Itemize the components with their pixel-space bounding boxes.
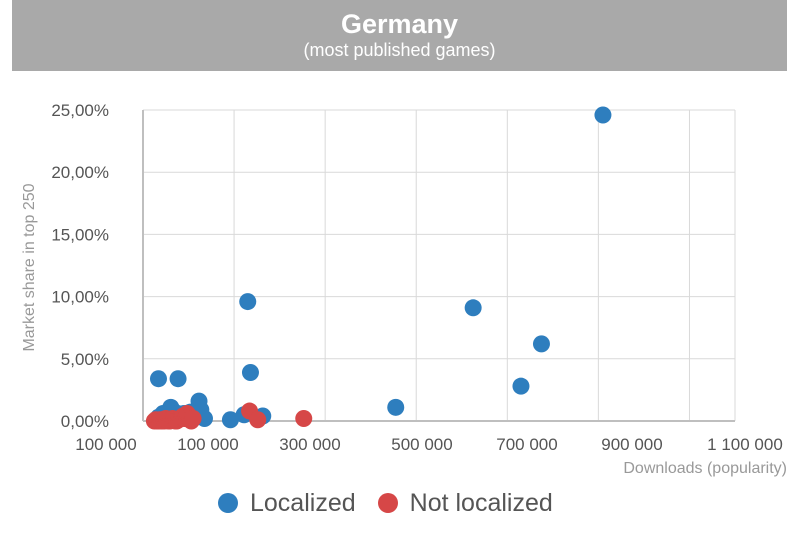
- legend: Localized Not localized: [218, 485, 575, 521]
- x-tick-label: 100 000: [177, 435, 238, 454]
- point-not-localized: [184, 410, 202, 428]
- legend-swatch-not-localized: [377, 493, 398, 513]
- y-tick-label: 15,00%: [51, 225, 109, 244]
- x-axis-title: Downloads (popularity): [623, 460, 787, 477]
- y-tick-label: 5,00%: [61, 350, 109, 369]
- point-localized: [169, 370, 187, 388]
- x-tick-label: 300 000: [279, 435, 340, 454]
- point-localized: [221, 411, 239, 429]
- point-localized: [532, 335, 550, 353]
- legend-label-not-localized: Not localized: [409, 488, 553, 517]
- point-localized: [464, 299, 482, 317]
- legend-item-not-localized: Not localized: [377, 488, 553, 518]
- x-tick-label: 1 100 000: [707, 435, 783, 454]
- y-tick-label: 0,00%: [61, 412, 109, 431]
- y-tick-label: 10,00%: [51, 288, 109, 307]
- chart-title-banner: Germany (most published games): [12, 0, 787, 71]
- point-localized: [149, 370, 167, 388]
- legend-label-localized: Localized: [250, 488, 356, 517]
- y-axis-title: Market share in top 250: [21, 183, 38, 351]
- chart-subtitle: (most published games): [303, 40, 496, 60]
- legend-item-localized: Localized: [218, 489, 356, 518]
- y-tick-label: 20,00%: [51, 163, 109, 182]
- point-not-localized: [249, 411, 267, 429]
- point-not-localized: [295, 410, 313, 428]
- x-tick-label: 100 000: [75, 435, 136, 454]
- x-tick-label: 700 000: [496, 435, 557, 454]
- grid-lines: [143, 109, 736, 422]
- axes: 0,00% 5,00% 10,00% 15,00% 20,00% 25,00% 100 00…: [21, 101, 787, 477]
- x-tick-label: 900 000: [601, 435, 662, 454]
- point-localized: [239, 293, 257, 311]
- point-localized: [512, 377, 530, 395]
- y-tick-label: 25,00%: [51, 101, 109, 120]
- point-localized: [241, 363, 259, 381]
- x-tick-label: 500 000: [391, 435, 452, 454]
- chart-title: Germany: [340, 9, 459, 39]
- point-localized: [594, 106, 612, 124]
- point-localized: [387, 398, 405, 416]
- legend-swatch-localized: [218, 493, 238, 513]
- data-points: [145, 106, 612, 430]
